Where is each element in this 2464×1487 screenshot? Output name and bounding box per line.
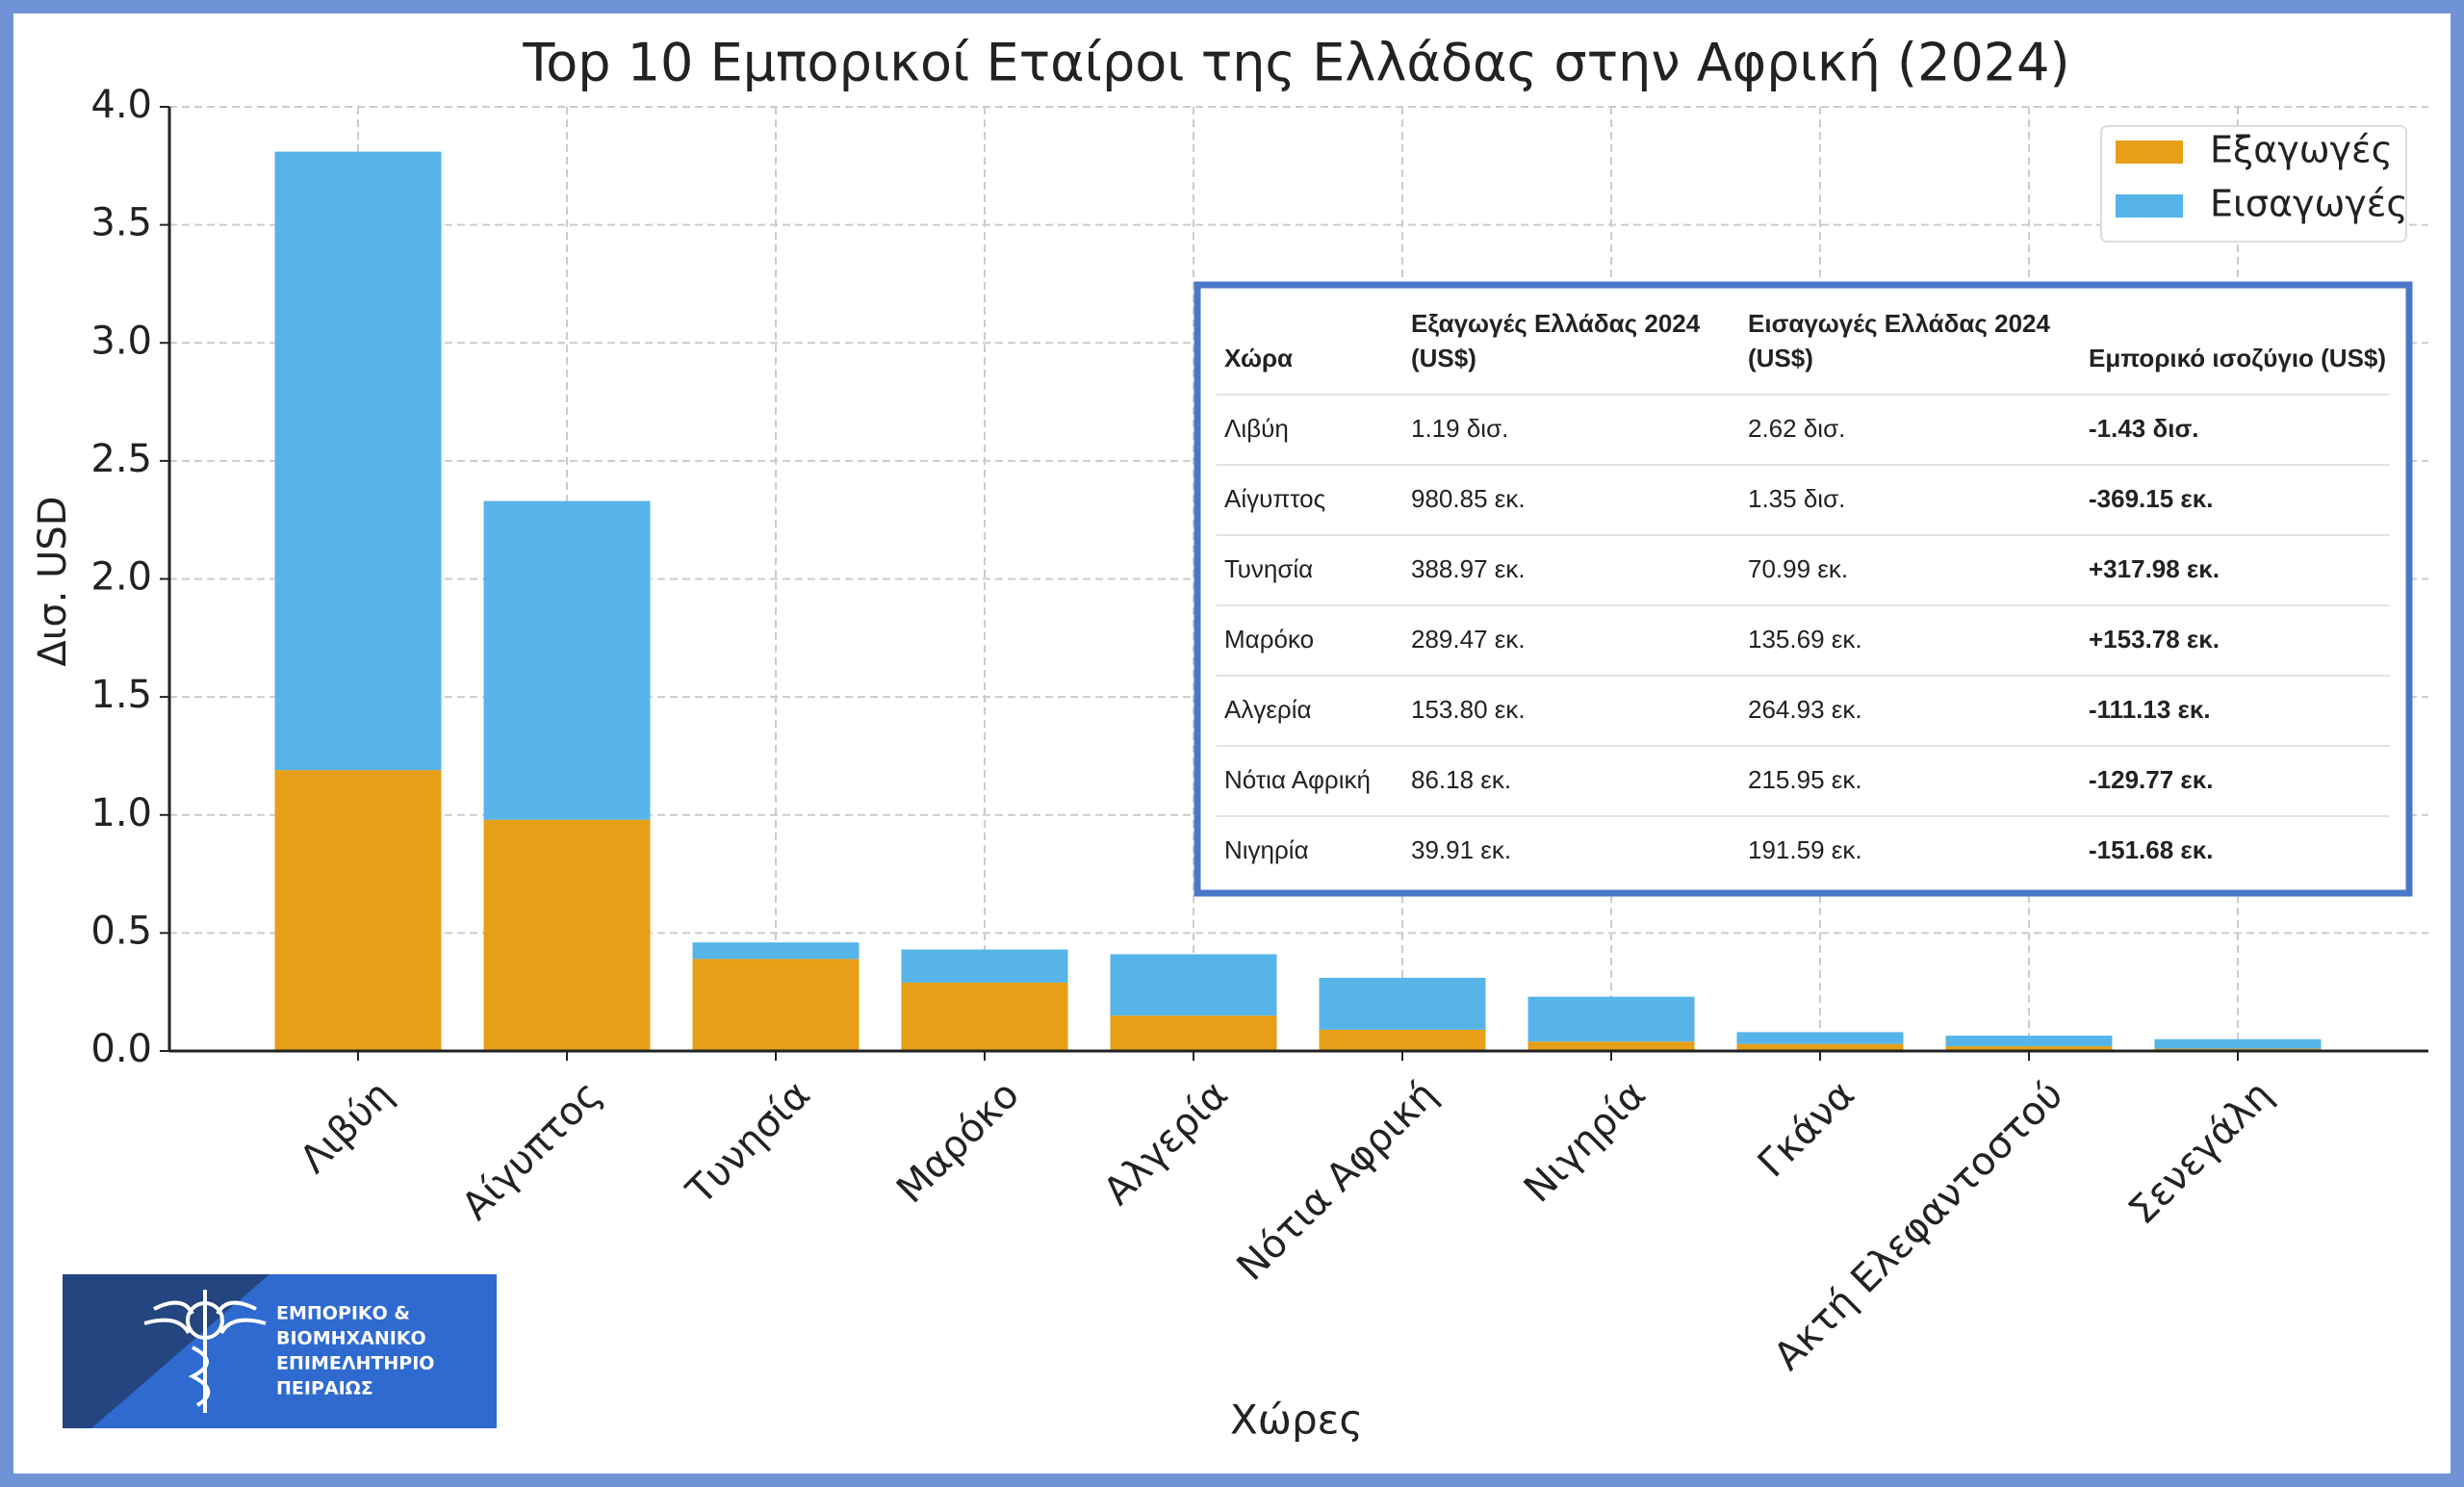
table-cell: 86.18 εκ. xyxy=(1411,765,1511,794)
bar xyxy=(901,949,1068,983)
chart-title: Top 10 Εμπορικοί Εταίροι της Ελλάδας στη… xyxy=(522,33,2069,93)
y-tick-label: 0.5 xyxy=(90,909,152,953)
y-tick-label: 3.5 xyxy=(90,201,152,245)
bar xyxy=(1945,1036,2113,1047)
logo-icon xyxy=(143,1290,267,1413)
table-cell: Αλγερία xyxy=(1224,695,1312,724)
bar xyxy=(1110,954,1277,1016)
table-cell: -369.15 εκ. xyxy=(2089,484,2213,513)
table-cell: 1.35 δισ. xyxy=(1748,484,1845,513)
table-cell: +153.78 εκ. xyxy=(2089,625,2220,654)
bar xyxy=(692,942,860,960)
logo-text: ΕΠΙΜΕΛΗΤΗΡΙΟ xyxy=(276,1353,434,1374)
table-cell: Τυνησία xyxy=(1224,554,1313,583)
y-tick-label: 0.0 xyxy=(90,1027,152,1071)
table-cell: 1.19 δισ. xyxy=(1411,414,1508,443)
y-tick-label: 2.5 xyxy=(90,437,152,481)
table-header: (US$) xyxy=(1411,344,1476,372)
y-tick-label: 2.0 xyxy=(90,555,152,600)
table-cell: 153.80 εκ. xyxy=(1411,695,1526,724)
table-box xyxy=(1194,281,2413,897)
legend-swatch xyxy=(2116,194,2183,218)
table-header: Εξαγωγές Ελλάδας 2024 xyxy=(1411,309,1701,338)
y-tick-label: 4.0 xyxy=(90,83,152,127)
legend-label: Εξαγωγές xyxy=(2210,129,2393,171)
table-cell: 980.85 εκ. xyxy=(1411,484,1526,513)
bar xyxy=(1319,977,1486,1030)
logo-text: ΠΕΙΡΑΙΩΣ xyxy=(276,1378,373,1399)
table-cell: -1.43 δισ. xyxy=(2089,414,2199,443)
table-cell: 191.59 εκ. xyxy=(1748,835,1862,864)
bar xyxy=(1945,1046,2113,1051)
table-cell: Λιβύη xyxy=(1224,414,1289,443)
bar xyxy=(274,770,442,1051)
table-cell: -151.68 εκ. xyxy=(2089,835,2213,864)
legend: Εξαγωγές Εισαγωγές xyxy=(2100,125,2408,243)
bar xyxy=(1319,1029,1486,1051)
logo-text: ΕΜΠΟΡΙΚΟ & xyxy=(276,1303,410,1324)
legend-swatch xyxy=(2116,141,2183,164)
bar xyxy=(901,982,1068,1051)
bar xyxy=(1110,1015,1277,1051)
table-cell: 135.69 εκ. xyxy=(1748,625,1862,654)
bar xyxy=(483,819,651,1051)
table-cell: Αίγυπτος xyxy=(1224,484,1325,513)
legend-label: Εισαγωγές xyxy=(2210,183,2408,225)
table-cell: 2.62 δισ. xyxy=(1748,414,1845,443)
table-cell: 388.97 εκ. xyxy=(1411,554,1526,583)
table-cell: 39.91 εκ. xyxy=(1411,835,1511,864)
table-cell: Νιγηρία xyxy=(1224,835,1309,864)
table-header: Εισαγωγές Ελλάδας 2024 xyxy=(1748,309,2050,338)
y-tick-label: 3.0 xyxy=(90,319,152,363)
y-tick-label: 1.5 xyxy=(90,673,152,717)
table-header: Εμπορικό ισοζύγιο (US$) xyxy=(2089,344,2386,372)
table-cell: Νότια Αφρική xyxy=(1224,765,1371,794)
table-cell: -129.77 εκ. xyxy=(2089,765,2213,794)
bar xyxy=(1736,1032,1904,1044)
table-header: Χώρα xyxy=(1224,344,1293,372)
bar xyxy=(692,959,860,1051)
logo: ΕΜΠΟΡΙΚΟ & ΒΙΟΜΗΧΑΝΙΚΟ ΕΠΙΜΕΛΗΤΗΡΙΟ ΠΕΙΡΑΙΩ… xyxy=(63,1274,497,1428)
data-table: Χώρα Εξαγωγές Ελλάδας 2024 (US$) Εισαγωγές … xyxy=(1194,281,2413,897)
y-axis-label: Δισ. USD xyxy=(31,496,75,666)
bar xyxy=(483,500,651,820)
bar xyxy=(1527,996,1695,1042)
bar xyxy=(2154,1038,2322,1049)
table-header: (US$) xyxy=(1748,344,1813,372)
table-cell: -111.13 εκ. xyxy=(2089,695,2211,724)
table-cell: 215.95 εκ. xyxy=(1748,765,1862,794)
bar xyxy=(1736,1043,1904,1051)
logo-text: ΒΙΟΜΗΧΑΝΙΚΟ xyxy=(276,1328,426,1349)
y-tick-label: 1.0 xyxy=(90,791,152,835)
table-cell: 70.99 εκ. xyxy=(1748,554,1848,583)
table-cell: Μαρόκο xyxy=(1224,625,1314,654)
x-axis-label: Χώρες xyxy=(1230,1397,1363,1444)
bar xyxy=(274,151,442,771)
bar xyxy=(1527,1041,1695,1051)
table-cell: 264.93 εκ. xyxy=(1748,695,1862,724)
table-cell: 289.47 εκ. xyxy=(1411,625,1526,654)
table-cell: +317.98 εκ. xyxy=(2089,554,2220,583)
